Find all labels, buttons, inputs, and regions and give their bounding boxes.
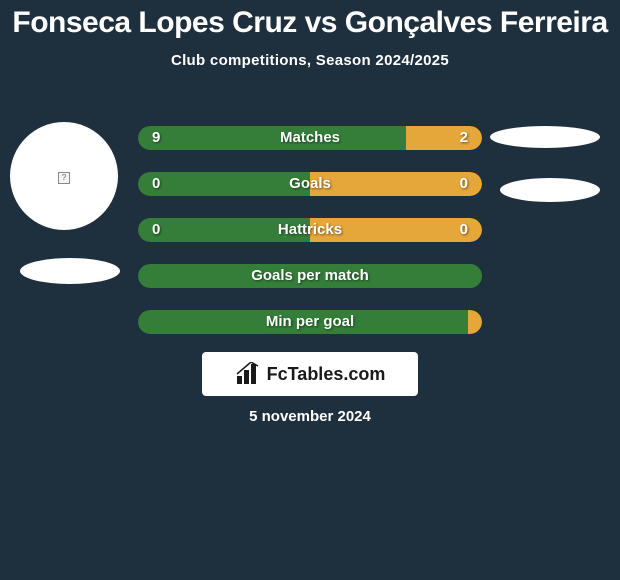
stat-row: Matches9 2 <box>138 126 482 150</box>
player-left-avatar: ? <box>10 122 118 230</box>
stat-label: Goals per match <box>138 264 482 288</box>
stat-label: Goals <box>138 172 482 196</box>
stat-right-value: 0 <box>460 172 468 196</box>
stat-left-value: 9 <box>152 126 160 150</box>
page-title: Fonseca Lopes Cruz vs Gonçalves Ferreira <box>0 0 620 40</box>
player-left-shadow <box>20 258 120 284</box>
stat-label: Hattricks <box>138 218 482 242</box>
stat-right-value: 2 <box>460 126 468 150</box>
stat-row: Goals0 0 <box>138 172 482 196</box>
stat-left-value: 0 <box>152 172 160 196</box>
stat-row: Hattricks0 0 <box>138 218 482 242</box>
stat-row: Goals per match <box>138 264 482 288</box>
broken-image-icon: ? <box>58 172 70 184</box>
player-right-avatar <box>490 126 600 148</box>
date-caption: 5 november 2024 <box>0 408 620 425</box>
bar-chart-icon <box>235 362 263 386</box>
stat-right-value: 0 <box>460 218 468 242</box>
stat-label: Min per goal <box>138 310 482 334</box>
fctables-logo: FcTables.com <box>202 352 418 396</box>
stat-left-value: 0 <box>152 218 160 242</box>
comparison-bars: Matches92Goals00Hattricks00Goals per mat… <box>138 126 482 356</box>
stat-row: Min per goal <box>138 310 482 334</box>
player-right-shadow <box>500 178 600 202</box>
logo-text: FcTables.com <box>267 364 386 385</box>
page-subtitle: Club competitions, Season 2024/2025 <box>0 52 620 69</box>
stat-label: Matches <box>138 126 482 150</box>
